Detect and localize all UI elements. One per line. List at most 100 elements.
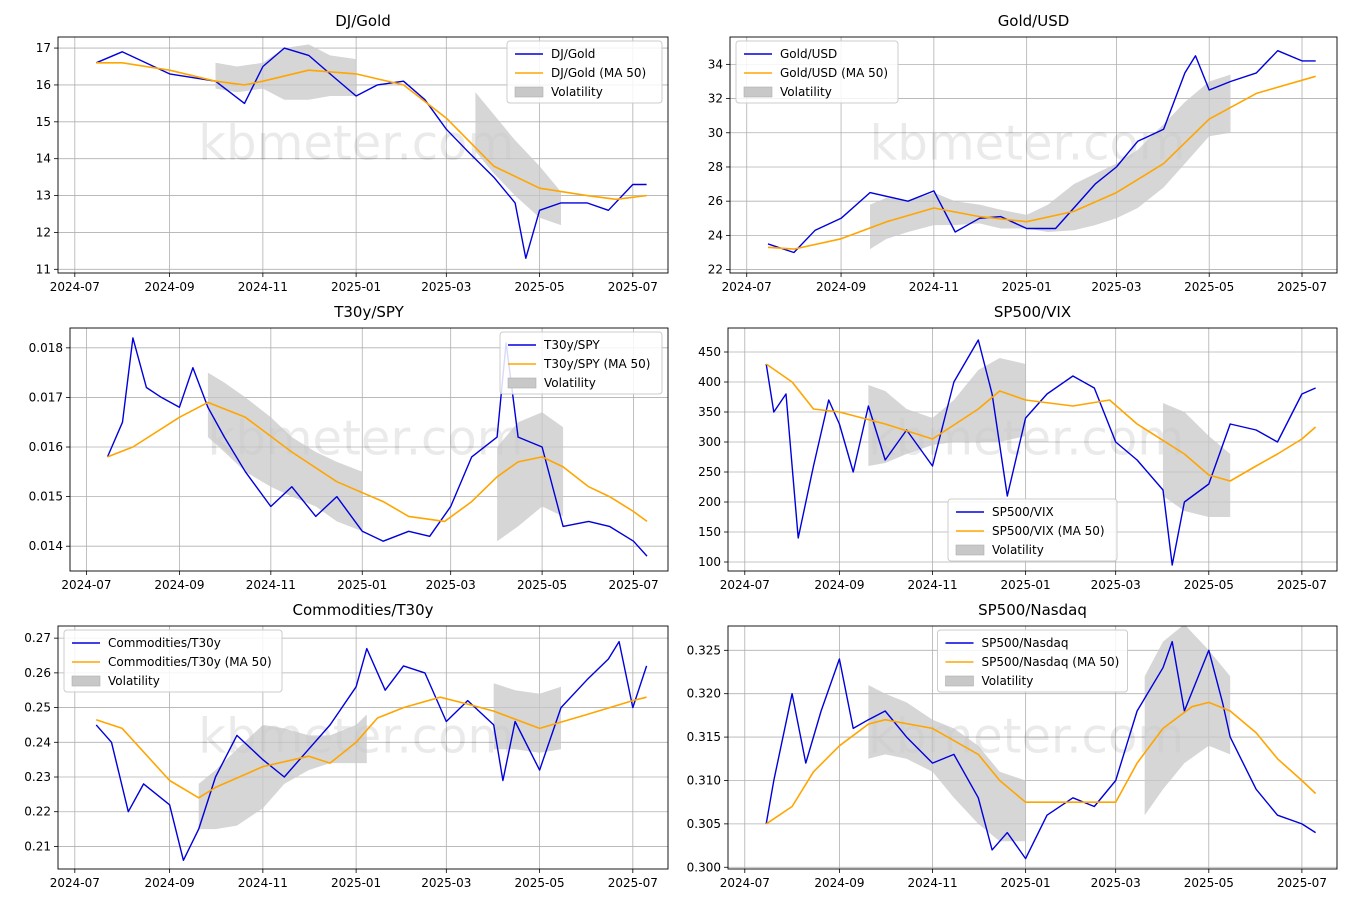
volatility-band [1163, 403, 1231, 517]
legend-label: T30y/SPY (MA 50) [543, 357, 651, 371]
watermark: kbmeter.com [198, 116, 514, 172]
price-series-line [765, 339, 1316, 566]
legend-box [63, 629, 283, 693]
y-tick-label: 0.21 [24, 839, 51, 853]
x-tick-label: 2024-09 [154, 578, 204, 592]
x-tick-label: 2025-05 [515, 280, 565, 294]
price-series-line [767, 50, 1316, 254]
x-tick-label: 2024-07 [50, 280, 100, 294]
legend: Commodities/T30y Commodities/T30y (MA 50)… [63, 629, 283, 693]
x-tick-label: 2024-09 [816, 280, 866, 294]
x-tick-label: 2024-07 [720, 578, 770, 592]
ma-series-line [95, 696, 647, 799]
y-tick-label: 0.014 [29, 539, 63, 553]
chart-6: SP500/Nasdaq 2024-07 2024-09 2024-11 2025-01… [687, 601, 1338, 890]
y-tick-label: 0.325 [687, 643, 721, 657]
y-tick-label: 14 [36, 152, 51, 166]
x-tick-label: 2025-03 [1091, 578, 1141, 592]
plot-area [765, 626, 1317, 860]
axes-frame [729, 36, 1338, 274]
plot-area [95, 640, 648, 861]
y-tick-label: 12 [36, 225, 51, 239]
ma-series-line [107, 401, 648, 523]
legend-box [735, 40, 899, 104]
axes-frame [57, 625, 669, 870]
legend-label: SP500/VIX [992, 505, 1054, 519]
y-tick-label: 200 [698, 495, 721, 509]
x-tick-label: 2024-07 [61, 578, 111, 592]
x-tick-label: 2024-07 [50, 876, 100, 890]
plot-area [767, 50, 1316, 254]
legend-box [937, 629, 1128, 693]
volatility-band [868, 358, 1026, 466]
ma-series-line [96, 61, 647, 201]
legend-label: Volatility [982, 674, 1034, 688]
legend-label: Volatility [780, 85, 832, 99]
ma-series-line [767, 75, 1316, 250]
legend-label: SP500/VIX (MA 50) [992, 524, 1105, 538]
plot-area [95, 44, 647, 259]
x-tick-label: 2025-01 [1002, 280, 1052, 294]
y-tick-label: 28 [708, 160, 723, 174]
chart-5: Commodities/T30y 2024-07 2024-09 2024-11 202… [24, 601, 669, 890]
grid [728, 328, 1337, 571]
x-tick-label: 2024-07 [722, 280, 772, 294]
legend-label: T30y/SPY [543, 338, 600, 352]
x-tick-label: 2025-01 [1001, 578, 1051, 592]
axes-frame [69, 327, 669, 572]
x-tick-label: 2024-11 [907, 876, 957, 890]
x-tick-label: 2025-07 [608, 280, 658, 294]
y-tick-label: 350 [698, 405, 721, 419]
x-tick-label: 2025-03 [1091, 280, 1141, 294]
ma-series-line [765, 363, 1317, 482]
x-tick-label: 2025-07 [1277, 876, 1327, 890]
chart-title: T30y/SPY [333, 303, 404, 321]
x-tick-label: 2025-03 [1091, 876, 1141, 890]
price-series-line [95, 47, 647, 259]
x-tick-label: 2025-07 [1277, 280, 1327, 294]
axes-frame [727, 327, 1338, 572]
x-tick-label: 2025-05 [1184, 280, 1234, 294]
plot-area [765, 339, 1317, 566]
legend-label: Gold/USD [780, 47, 837, 61]
legend-swatch-volatility [945, 675, 974, 687]
x-tick-label: 2025-05 [1184, 578, 1234, 592]
legend-box [499, 331, 663, 395]
volatility-band [215, 44, 357, 100]
y-tick-label: 0.015 [29, 490, 63, 504]
y-tick-label: 0.320 [687, 687, 721, 701]
chart-4: SP500/VIX 2024-07 2024-09 2024-11 2025-01 202… [698, 303, 1338, 592]
axes-frame [57, 36, 669, 274]
volatility-band [198, 714, 367, 830]
legend: SP500/VIX SP500/VIX (MA 50) Volatility [947, 498, 1118, 562]
legend: SP500/Nasdaq SP500/Nasdaq (MA 50) Volatili… [937, 629, 1128, 693]
y-tick-label: 0.27 [24, 631, 51, 645]
x-tick-label: 2025-03 [421, 280, 471, 294]
legend-label: SP500/Nasdaq [982, 636, 1069, 650]
legend-label: SP500/Nasdaq (MA 50) [982, 655, 1120, 669]
legend-swatch-volatility [71, 675, 101, 687]
x-tick-label: 2025-05 [1184, 876, 1234, 890]
volatility-band [475, 92, 561, 226]
y-tick-label: 15 [36, 115, 51, 129]
legend-box [947, 498, 1118, 562]
y-tick-label: 0.018 [29, 341, 63, 355]
volatility-band [493, 683, 561, 753]
y-tick-label: 34 [708, 57, 723, 71]
legend-swatch-volatility [507, 377, 537, 389]
x-tick-label: 2025-01 [337, 578, 387, 592]
legend: Gold/USD Gold/USD (MA 50) Volatility [735, 40, 899, 104]
y-tick-label: 150 [698, 525, 721, 539]
price-series-line [765, 640, 1316, 860]
y-tick-label: 400 [698, 375, 721, 389]
volatility-band [1144, 626, 1231, 816]
legend-label: Gold/USD (MA 50) [780, 66, 888, 80]
chart-title: Gold/USD [998, 12, 1070, 30]
y-tick-label: 0.016 [29, 440, 63, 454]
legend: DJ/Gold DJ/Gold (MA 50) Volatility [506, 40, 663, 104]
y-tick-label: 0.22 [24, 805, 51, 819]
legend-label: Volatility [108, 674, 160, 688]
legend-swatch-volatility [955, 544, 985, 556]
y-tick-label: 0.26 [24, 666, 51, 680]
